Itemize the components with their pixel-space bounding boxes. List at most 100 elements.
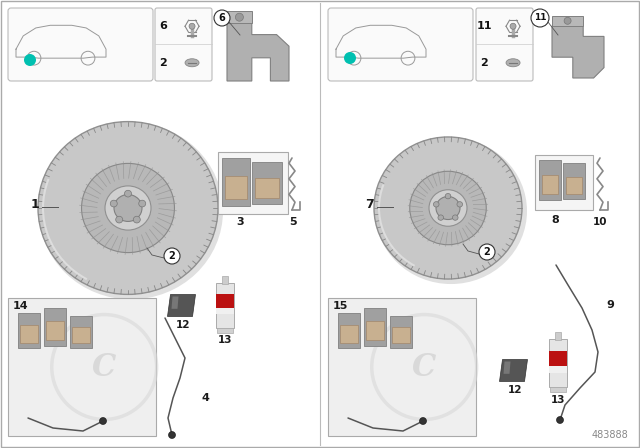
Circle shape bbox=[236, 13, 243, 21]
Polygon shape bbox=[504, 362, 511, 374]
Text: 10: 10 bbox=[593, 217, 607, 227]
Text: 483888: 483888 bbox=[591, 430, 628, 440]
Bar bbox=[217, 328, 233, 333]
Bar bbox=[216, 308, 234, 314]
Bar bbox=[549, 339, 567, 387]
Polygon shape bbox=[552, 26, 604, 78]
Ellipse shape bbox=[375, 138, 527, 284]
Ellipse shape bbox=[133, 216, 140, 223]
Text: 13: 13 bbox=[218, 335, 232, 345]
Ellipse shape bbox=[116, 216, 123, 223]
Bar bbox=[338, 313, 360, 348]
Ellipse shape bbox=[105, 186, 151, 230]
Text: 6: 6 bbox=[219, 13, 225, 23]
Bar bbox=[550, 387, 566, 392]
Circle shape bbox=[344, 52, 356, 64]
Text: C: C bbox=[92, 352, 116, 383]
FancyBboxPatch shape bbox=[476, 8, 533, 81]
Ellipse shape bbox=[438, 215, 444, 220]
Ellipse shape bbox=[39, 123, 223, 299]
Circle shape bbox=[419, 418, 426, 425]
FancyBboxPatch shape bbox=[155, 8, 212, 81]
Bar bbox=[44, 308, 66, 346]
Text: 2: 2 bbox=[168, 251, 175, 261]
Text: 14: 14 bbox=[12, 301, 28, 311]
Bar bbox=[252, 162, 282, 204]
Bar bbox=[8, 298, 156, 436]
Bar bbox=[563, 163, 585, 199]
Polygon shape bbox=[499, 359, 527, 382]
Circle shape bbox=[479, 244, 495, 260]
Polygon shape bbox=[227, 11, 252, 23]
Bar bbox=[392, 327, 410, 343]
Ellipse shape bbox=[436, 197, 460, 220]
Polygon shape bbox=[552, 16, 583, 26]
Circle shape bbox=[168, 431, 175, 439]
Text: 2: 2 bbox=[484, 247, 490, 257]
Ellipse shape bbox=[457, 202, 463, 207]
Text: 6: 6 bbox=[159, 21, 167, 31]
Bar bbox=[216, 283, 234, 328]
Bar bbox=[255, 178, 279, 198]
Ellipse shape bbox=[374, 137, 522, 279]
Text: 11: 11 bbox=[534, 13, 547, 22]
Bar bbox=[364, 308, 386, 346]
Circle shape bbox=[531, 9, 549, 27]
Text: 5: 5 bbox=[289, 217, 297, 227]
Bar bbox=[549, 351, 567, 366]
Ellipse shape bbox=[81, 164, 175, 253]
Circle shape bbox=[24, 54, 36, 66]
Text: 13: 13 bbox=[551, 395, 565, 405]
Ellipse shape bbox=[433, 202, 439, 207]
Text: 9: 9 bbox=[606, 300, 614, 310]
FancyBboxPatch shape bbox=[328, 8, 473, 81]
Ellipse shape bbox=[38, 121, 218, 294]
Text: 2: 2 bbox=[159, 58, 167, 68]
Bar bbox=[20, 325, 38, 343]
Circle shape bbox=[99, 418, 106, 425]
Text: 7: 7 bbox=[365, 198, 374, 211]
Bar bbox=[222, 158, 250, 206]
Ellipse shape bbox=[125, 190, 131, 197]
Bar bbox=[535, 155, 593, 210]
Bar bbox=[340, 325, 358, 343]
Ellipse shape bbox=[110, 200, 117, 207]
Bar bbox=[218, 152, 288, 214]
Bar bbox=[216, 294, 234, 308]
Text: 3: 3 bbox=[236, 217, 244, 227]
Circle shape bbox=[164, 248, 180, 264]
Circle shape bbox=[214, 10, 230, 26]
Polygon shape bbox=[168, 294, 195, 316]
Bar bbox=[539, 160, 561, 200]
Bar bbox=[555, 332, 561, 340]
Polygon shape bbox=[227, 23, 289, 81]
Text: 2: 2 bbox=[480, 58, 488, 68]
Bar bbox=[222, 276, 228, 284]
Ellipse shape bbox=[114, 194, 142, 221]
Text: 11: 11 bbox=[476, 21, 492, 31]
Bar bbox=[390, 316, 412, 348]
Bar bbox=[542, 175, 558, 194]
Ellipse shape bbox=[452, 215, 458, 220]
Text: 12: 12 bbox=[508, 385, 522, 395]
Circle shape bbox=[557, 417, 563, 423]
Ellipse shape bbox=[445, 194, 451, 199]
Ellipse shape bbox=[139, 200, 146, 207]
Ellipse shape bbox=[429, 190, 467, 226]
Bar bbox=[328, 298, 476, 436]
Text: 8: 8 bbox=[551, 215, 559, 225]
FancyBboxPatch shape bbox=[8, 8, 153, 81]
Bar bbox=[566, 177, 582, 194]
Bar bbox=[549, 366, 567, 373]
Ellipse shape bbox=[410, 171, 486, 245]
Circle shape bbox=[510, 23, 516, 29]
Polygon shape bbox=[172, 297, 179, 309]
Ellipse shape bbox=[185, 59, 199, 67]
Circle shape bbox=[564, 17, 571, 24]
Bar bbox=[366, 321, 384, 340]
Text: C: C bbox=[412, 352, 436, 383]
Ellipse shape bbox=[506, 59, 520, 67]
Text: 15: 15 bbox=[332, 301, 348, 311]
Text: 1: 1 bbox=[31, 198, 40, 211]
Bar bbox=[225, 176, 247, 199]
